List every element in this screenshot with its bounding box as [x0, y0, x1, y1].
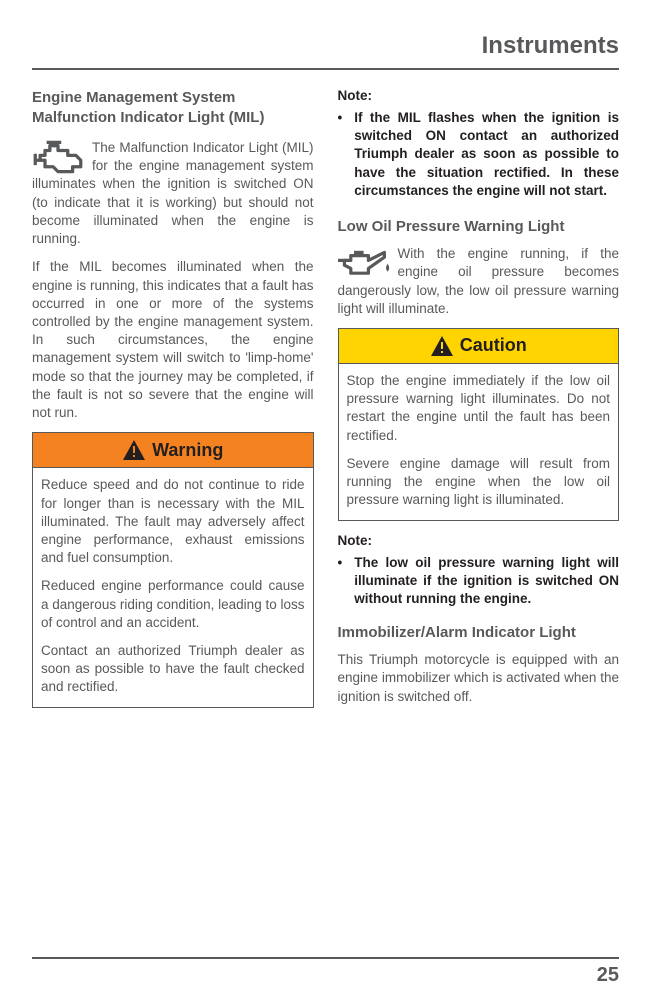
bullet-icon: • — [338, 554, 343, 609]
footer-rule — [32, 957, 619, 959]
warning-p1: Reduce speed and do not continue to ride… — [41, 476, 305, 567]
warning-p3: Contact an authorized Triumph dealer as … — [41, 642, 305, 697]
caution-p2: Severe engine damage will result from ru… — [347, 455, 611, 510]
caution-box: Caution Stop the engine immediately if t… — [338, 328, 620, 521]
warning-triangle-icon — [122, 439, 146, 461]
note1-item: • If the MIL flashes when the ignition i… — [338, 109, 620, 200]
oil-heading: Low Oil Pressure Warning Light — [338, 218, 620, 235]
warning-label: Warning — [152, 440, 223, 461]
immo-heading: Immobilizer/Alarm Indicator Light — [338, 624, 620, 641]
caution-p1: Stop the engine immediately if the low o… — [347, 372, 611, 445]
page-number: 25 — [597, 964, 619, 987]
oil-intro-block: With the engine running, if the engine o… — [338, 245, 620, 318]
bullet-icon: • — [338, 109, 343, 200]
note1-text: If the MIL flashes when the ignition is … — [354, 109, 619, 200]
note2-item: • The low oil pressure warning light wil… — [338, 554, 620, 609]
caution-label: Caution — [460, 335, 527, 356]
note2-text: The low oil pressure warning light will … — [354, 554, 619, 609]
mil-heading: Engine Management System Malfunction Ind… — [32, 88, 314, 127]
caution-body: Stop the engine immediately if the low o… — [339, 364, 619, 520]
note1-block: Note: • If the MIL flashes when the igni… — [338, 88, 620, 200]
warning-box: Warning Reduce speed and do not continue… — [32, 432, 314, 707]
note2-list: • The low oil pressure warning light wil… — [338, 554, 620, 609]
page-header-title: Instruments — [32, 32, 619, 70]
caution-header: Caution — [339, 329, 619, 364]
warning-p2: Reduced engine performance could cause a… — [41, 577, 305, 632]
right-column: Note: • If the MIL flashes when the igni… — [338, 88, 620, 708]
left-column: Engine Management System Malfunction Ind… — [32, 88, 314, 708]
note1-list: • If the MIL flashes when the ignition i… — [338, 109, 620, 200]
warning-body: Reduce speed and do not continue to ride… — [33, 468, 313, 706]
oil-can-icon — [338, 245, 390, 281]
caution-triangle-icon — [430, 335, 454, 357]
note1-label: Note: — [338, 88, 620, 103]
content-columns: Engine Management System Malfunction Ind… — [32, 88, 619, 708]
warning-header: Warning — [33, 433, 313, 468]
note2-block: Note: • The low oil pressure warning lig… — [338, 533, 620, 609]
immo-para: This Triumph motorcycle is equipped with… — [338, 651, 620, 706]
mil-intro-block: The Malfunction Indicator Light (MIL) fo… — [32, 139, 314, 248]
mil-para2: If the MIL becomes illuminated when the … — [32, 258, 314, 422]
engine-icon — [32, 139, 84, 175]
note2-label: Note: — [338, 533, 620, 548]
